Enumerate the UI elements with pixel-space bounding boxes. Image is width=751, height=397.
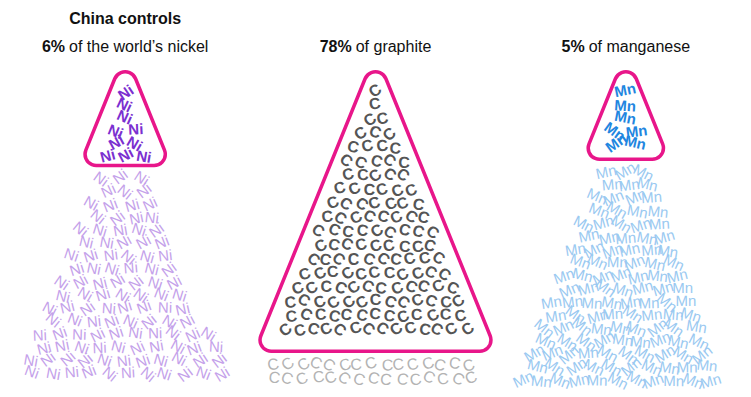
category-label: of manganese [589,38,691,55]
pile: MnMnMnMnMnMnMnMnMnMnMnMnMnMnMnMnMnMnMnMn… [510,79,723,393]
token: Mn [586,371,607,389]
china-share-fill [271,83,479,340]
chart: China controls6%of the world’s nickelNiN… [0,0,751,397]
value-label: 78% [320,38,352,55]
token: Mn [640,369,665,392]
token: C [462,367,479,387]
token-china: Mn [623,132,648,153]
token-china: C [292,320,308,339]
token: Ni [99,363,121,385]
value-label: 6% [42,38,65,55]
china-share-outline [271,83,479,340]
token-china: Ni [115,144,136,166]
label: 5%of manganese [562,38,691,55]
token: Ni [79,361,98,382]
category-label: of the world’s nickel [69,38,208,55]
china-share: MnMnMnMnMnMnMn [599,79,652,155]
token-china: Ni [135,147,153,166]
token: Mn [698,370,723,392]
token: C [379,370,393,388]
value-label: 5% [562,38,585,55]
pile: NiNiNiNiNiNiNiNiNiNiNiNiNiNiNiNiNiNiNiNi… [22,81,232,385]
token: Ni [174,363,196,385]
token: Ni [64,363,80,381]
token-china: C [442,318,461,339]
label: 78%of graphite [320,38,432,55]
token-china: C [402,318,419,338]
label: 6%of the world’s nickel [42,38,208,55]
token: C [351,369,367,389]
china-share: NiNiNiNiNiNiNiNiNiNi [96,81,154,166]
pile: CCCCCCCCCCCCCCCCCCCCCCCCCCCCCCCCCCCCCCCC… [266,80,480,389]
category-label: of graphite [356,38,432,55]
token: C [279,368,296,388]
token: Ni [211,363,232,385]
token: Mn [663,372,684,389]
title: China controls [69,10,181,27]
token: Ni [23,361,42,382]
token: C [293,369,310,389]
token: Ni [155,363,174,384]
token: Ni [194,362,213,383]
token: Ni [120,363,135,381]
token: C [436,369,450,388]
token-china: C [458,318,478,339]
chart-container: China controls6%of the world’s nickelNiN… [0,0,751,397]
token: Ni [45,364,62,383]
token: C [420,366,438,386]
china-share: CCCCCCCCCCCCCCCCCCCCCCCCCCCCCCCCCCCCCCCC… [271,80,479,340]
token-china: Ni [98,145,117,165]
